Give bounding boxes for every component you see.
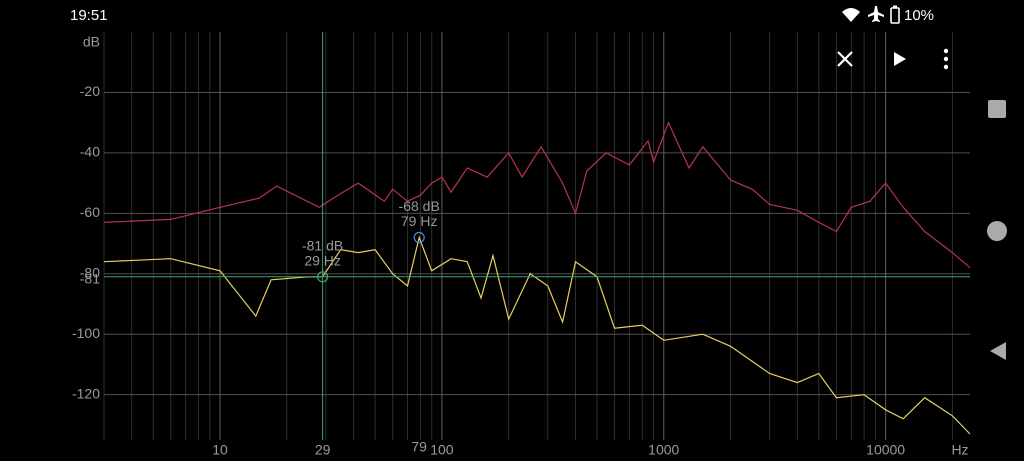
y-tick-label: -40 [80, 144, 100, 160]
cursor-y-tick: -81 [80, 271, 100, 287]
x-tick-label: 1000 [648, 442, 679, 458]
back-button[interactable] [990, 342, 1006, 360]
toolbar [837, 48, 949, 70]
clock: 19:51 [70, 7, 108, 24]
cursor-marker [317, 271, 329, 283]
battery-tip [893, 5, 897, 8]
cursor-value-label: -81 dB [302, 238, 343, 254]
y-tick-label: -80 [80, 264, 100, 280]
menu-button[interactable] [943, 48, 949, 70]
y-axis-label: dB [83, 34, 100, 50]
y-tick-label: -20 [80, 83, 100, 99]
x-axis-label: Hz [951, 442, 968, 458]
spectrum-line [103, 121, 971, 269]
cursor-freq-label: 79 Hz [401, 213, 438, 229]
y-tick-label: -100 [72, 325, 100, 341]
wifi-icon [842, 8, 860, 22]
cursor-value-label: -68 dB [399, 198, 440, 214]
cursor-marker [413, 231, 425, 244]
recents-button[interactable] [988, 100, 1006, 118]
cursor-freq-label: 29 Hz [304, 253, 341, 269]
cursor-x-tick: 29 [315, 442, 331, 458]
status-icons [842, 5, 900, 24]
x-tick-label: 10000 [866, 442, 905, 458]
x-tick-label: 100 [430, 442, 454, 458]
nav-bar [987, 100, 1007, 360]
y-tick-label: -120 [72, 385, 100, 401]
battery-icon [890, 7, 900, 24]
airplane-icon [868, 6, 884, 22]
x-tick-label: 10 [212, 442, 228, 458]
close-button[interactable] [837, 51, 853, 67]
cursor-x-tick: 79 [411, 439, 427, 455]
play-button[interactable] [894, 52, 906, 66]
spectrum-line [103, 235, 971, 435]
plot: -20 -40 -60 -80 -100 -120 10 100 1000 10000 dB Hz -8… [72, 32, 971, 458]
home-button[interactable] [987, 221, 1007, 241]
y-tick-label: -60 [80, 204, 100, 220]
battery-level: 10% [904, 7, 934, 24]
